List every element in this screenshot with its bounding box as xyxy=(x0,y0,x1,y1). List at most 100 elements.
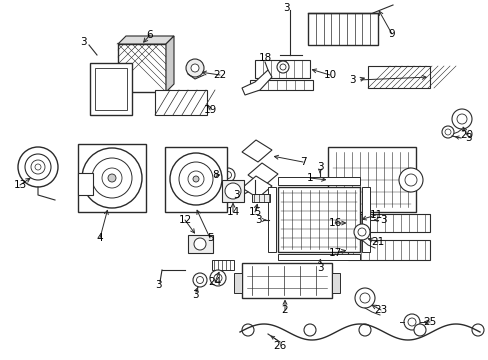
Text: 7: 7 xyxy=(299,157,305,167)
Bar xyxy=(155,90,206,115)
Circle shape xyxy=(407,318,415,326)
Polygon shape xyxy=(247,163,278,186)
Circle shape xyxy=(35,164,41,170)
Text: 3: 3 xyxy=(464,133,470,143)
Bar xyxy=(278,254,359,260)
Bar xyxy=(234,273,242,293)
Text: 21: 21 xyxy=(370,237,384,247)
Text: 11: 11 xyxy=(368,210,382,220)
Text: 22: 22 xyxy=(213,70,226,80)
Text: 13: 13 xyxy=(13,180,26,190)
Bar xyxy=(367,66,429,88)
Text: 17: 17 xyxy=(328,248,341,258)
Bar xyxy=(187,235,213,253)
Text: 26: 26 xyxy=(273,341,286,351)
Circle shape xyxy=(280,64,285,70)
Circle shape xyxy=(31,160,45,174)
Text: 14: 14 xyxy=(226,207,239,217)
Text: 5: 5 xyxy=(206,233,213,243)
Bar xyxy=(361,187,369,252)
Text: 3: 3 xyxy=(191,290,198,300)
Circle shape xyxy=(92,158,132,198)
Circle shape xyxy=(403,314,419,330)
Circle shape xyxy=(451,109,471,129)
Circle shape xyxy=(444,129,450,135)
Bar xyxy=(95,68,127,110)
Bar xyxy=(267,187,275,252)
Circle shape xyxy=(25,154,51,180)
Text: 18: 18 xyxy=(258,53,271,63)
Polygon shape xyxy=(118,36,174,44)
Text: 6: 6 xyxy=(146,30,153,40)
Bar xyxy=(278,187,359,252)
Text: 3: 3 xyxy=(379,215,386,225)
Bar xyxy=(347,214,429,232)
Bar xyxy=(90,63,132,115)
Text: 20: 20 xyxy=(460,130,472,140)
Circle shape xyxy=(224,171,231,179)
Circle shape xyxy=(191,64,199,72)
Circle shape xyxy=(82,148,142,208)
Text: 3: 3 xyxy=(316,263,323,273)
Circle shape xyxy=(194,238,205,250)
Bar xyxy=(164,147,226,212)
Circle shape xyxy=(170,153,222,205)
Text: 15: 15 xyxy=(248,207,261,217)
Text: 25: 25 xyxy=(423,317,436,327)
Circle shape xyxy=(193,176,199,182)
Bar xyxy=(78,173,93,195)
Circle shape xyxy=(221,168,235,182)
Text: 2: 2 xyxy=(281,305,288,315)
Bar xyxy=(327,147,415,212)
Text: 3: 3 xyxy=(282,3,289,13)
Circle shape xyxy=(404,174,416,186)
Circle shape xyxy=(18,147,58,187)
Polygon shape xyxy=(242,140,271,162)
Circle shape xyxy=(179,162,213,196)
Circle shape xyxy=(209,270,225,286)
Circle shape xyxy=(276,61,288,73)
Bar xyxy=(222,180,244,202)
Text: 3: 3 xyxy=(80,37,86,47)
Circle shape xyxy=(357,228,365,236)
Bar xyxy=(251,194,269,202)
Bar xyxy=(307,13,377,45)
Bar xyxy=(347,240,429,260)
Circle shape xyxy=(187,171,203,187)
Text: 23: 23 xyxy=(374,305,387,315)
Circle shape xyxy=(214,274,222,282)
Text: 24: 24 xyxy=(208,277,221,287)
Polygon shape xyxy=(242,176,271,198)
Text: 19: 19 xyxy=(203,105,216,115)
Circle shape xyxy=(196,276,203,284)
Bar xyxy=(78,144,146,212)
Bar xyxy=(331,273,339,293)
Text: 3: 3 xyxy=(316,162,323,172)
Circle shape xyxy=(108,174,116,182)
Circle shape xyxy=(193,273,206,287)
Polygon shape xyxy=(165,36,174,92)
Text: 3: 3 xyxy=(233,190,240,200)
Bar xyxy=(278,177,359,185)
Bar xyxy=(118,44,165,92)
Circle shape xyxy=(358,324,370,336)
Text: 3: 3 xyxy=(348,75,355,85)
Circle shape xyxy=(471,324,483,336)
Text: 3: 3 xyxy=(154,280,161,290)
Bar xyxy=(254,60,309,78)
Circle shape xyxy=(398,168,422,192)
Text: 8: 8 xyxy=(212,170,219,180)
Circle shape xyxy=(353,224,369,240)
Circle shape xyxy=(456,114,466,124)
Text: 4: 4 xyxy=(97,233,103,243)
Bar xyxy=(212,260,234,270)
Polygon shape xyxy=(242,70,271,95)
Bar xyxy=(242,263,331,298)
Circle shape xyxy=(304,324,315,336)
Circle shape xyxy=(102,168,122,188)
Text: 9: 9 xyxy=(388,29,394,39)
Circle shape xyxy=(185,59,203,77)
Text: 10: 10 xyxy=(323,70,336,80)
Circle shape xyxy=(413,324,425,336)
Circle shape xyxy=(359,293,369,303)
